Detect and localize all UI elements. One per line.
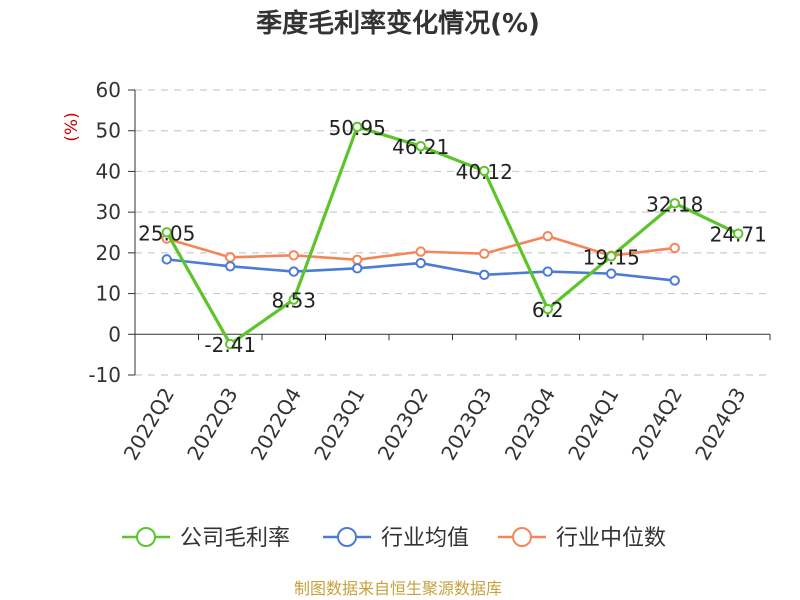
data-point [479,269,490,281]
data-label: 19.15 [583,245,640,269]
legend: 公司毛利率 行业均值 行业中位数 [122,526,666,551]
data-point [606,251,617,262]
data-point [161,254,172,265]
y-tick-label: 30 [96,200,121,224]
x-tick-label: 2024Q2 [627,384,687,465]
data-point [288,266,299,277]
data-label: 40.12 [456,160,513,184]
data-point [225,261,236,272]
data-label: 6.2 [532,298,564,322]
axes [134,90,771,375]
y-axis-unit: (%) [62,112,82,141]
data-point [669,275,680,286]
legend-label: 行业均值 [381,526,469,551]
series-group [161,121,744,350]
data-point [352,121,363,133]
data-point [669,242,680,254]
data-point [542,266,553,277]
legend-marker [136,527,156,547]
x-tick-label: 2022Q2 [119,384,179,465]
data-label: -2.41 [204,333,256,357]
x-tick-label: 2024Q3 [690,384,750,465]
data-label: 50.95 [329,116,386,140]
data-point [352,254,363,265]
data-point [606,268,617,279]
data-label: 46.21 [392,135,449,159]
y-tick-label: -10 [88,363,121,387]
data-point [225,252,236,263]
x-tick-label: 2022Q3 [182,384,242,465]
data-point [415,257,426,269]
x-tick-label: 2023Q3 [436,384,496,465]
data-point [225,338,236,350]
y-tick-label: 50 [96,119,121,143]
data-label: 32.18 [646,192,703,216]
legend-marker [512,527,532,547]
data-point [415,246,426,257]
data-point [733,228,744,239]
y-tick-label: 10 [96,282,121,306]
x-axis-ticks: 2022Q2 2022Q3 2022Q4 2023Q1 2023Q2 2023Q3 2023… [119,384,751,465]
x-tick-label: 2023Q2 [373,384,433,465]
data-point [669,198,680,209]
data-point [479,248,490,259]
x-tick-label: 2023Q1 [309,384,369,465]
legend-marker [337,527,357,547]
x-tick-label: 2022Q4 [246,384,306,465]
data-point [161,227,172,238]
data-point [542,303,553,315]
data-point [352,263,363,274]
y-tick-label: 40 [96,159,121,183]
data-point [479,165,490,177]
x-tick-label: 2024Q1 [563,384,623,465]
data-label: 24.71 [710,223,767,247]
data-point [288,250,299,261]
legend-label: 公司毛利率 [180,526,290,551]
x-tick-label: 2023Q4 [500,384,560,465]
y-tick-label: 60 [96,78,121,102]
legend-label: 行业中位数 [556,526,666,551]
data-label: 25.05 [138,221,195,245]
series-line [165,125,739,346]
y-axis-ticks: -10 0 10 20 30 40 50 60 [88,78,135,387]
data-point [542,230,553,242]
chart-title: 季度毛利率变化情况(%) [256,8,540,39]
data-point [415,140,426,152]
y-tick-label: 20 [96,241,121,265]
y-tick-label: 0 [108,322,121,346]
data-label: 8.53 [271,289,316,313]
source-note: 制图数据来自恒生聚源数据库 [294,579,502,598]
data-point [288,294,299,305]
